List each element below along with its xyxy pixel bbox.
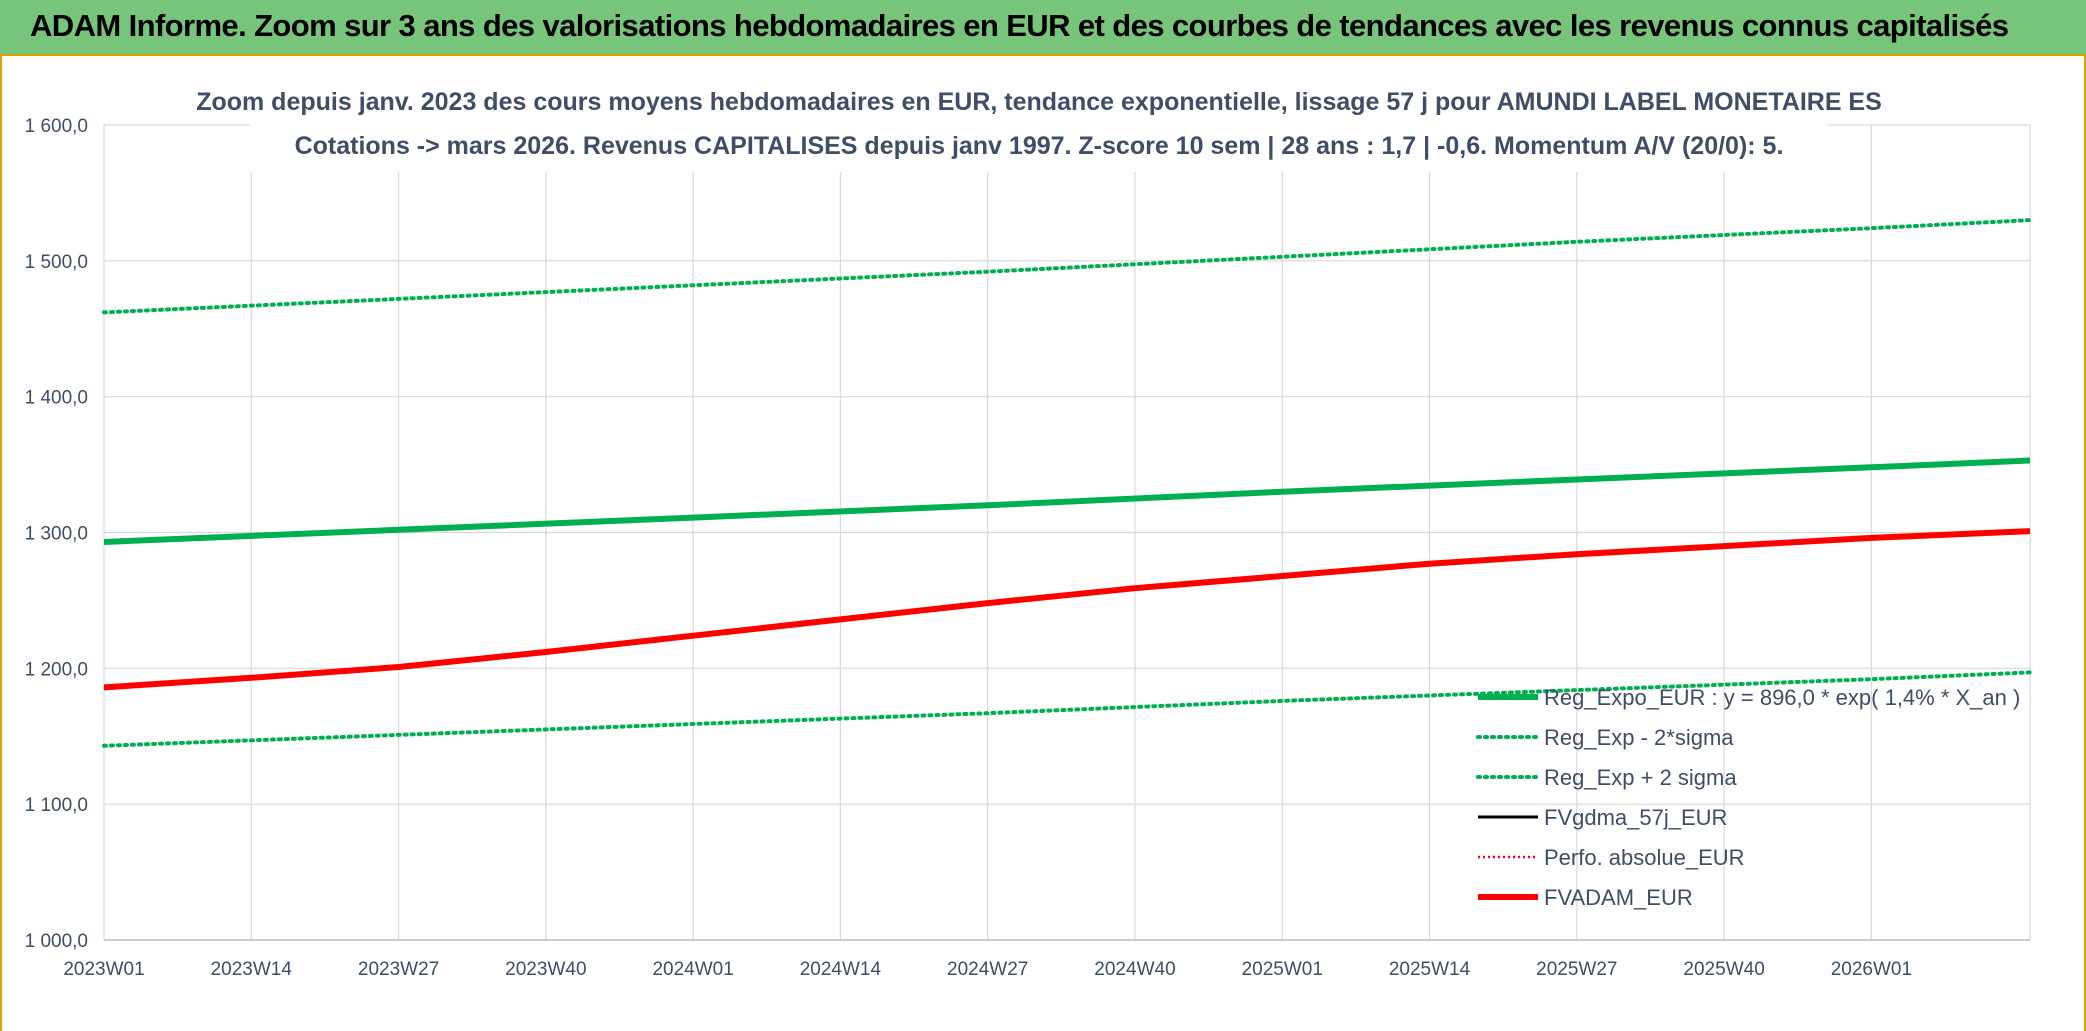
series-line-3 [103,529,2031,689]
chart-frame [0,56,2086,1031]
x-tick-label: 2024W27 [947,959,1028,980]
x-tick-label: 2025W01 [1242,959,1323,980]
x-tick-label: 2024W40 [1094,959,1175,980]
x-tick-label: 2025W14 [1389,959,1471,980]
series-line-5 [103,528,2031,691]
legend-label: FVADAM_EUR [1544,885,1693,910]
x-tick-label: 2023W40 [505,959,586,980]
legend-label: FVgdma_57j_EUR [1544,805,1727,830]
x-tick-label: 2024W14 [800,959,882,980]
x-tick-label: 2025W40 [1683,959,1764,980]
legend-label: Reg_Expo_EUR : y = 896,0 * exp( 1,4% * X… [1544,685,2020,710]
x-tick-label: 2023W14 [211,959,293,980]
series-line-1 [102,670,2032,748]
y-tick-label: 1 500,0 [25,252,88,273]
y-tick-label: 1 400,0 [25,388,88,409]
y-tick-label: 1 100,0 [25,795,88,816]
chart-series [102,218,2032,748]
y-tick-label: 1 000,0 [25,931,88,952]
chart-title: Zoom depuis janv. 2023 des cours moyens … [196,88,1882,116]
title-background [250,80,1828,172]
legend-label: Reg_Exp + 2 sigma [1544,765,1737,790]
series-line-2 [102,218,2032,315]
chart-subtitle: Cotations -> mars 2026. Revenus CAPITALI… [295,132,1784,160]
report-banner: ADAM Informe. Zoom sur 3 ans des valoris… [0,0,2086,56]
report-title: ADAM Informe. Zoom sur 3 ans des valoris… [30,8,2009,43]
series-line-4 [103,529,2031,689]
x-tick-label: 2023W27 [358,959,439,980]
legend-label: Perfo. absolue_EUR [1544,845,1745,870]
legend-label: Reg_Exp - 2*sigma [1544,725,1734,750]
y-tick-label: 1 600,0 [25,116,88,137]
chart-titles: Zoom depuis janv. 2023 des cours moyens … [196,80,1882,172]
x-tick-label: 2024W01 [652,959,733,980]
y-tick-label: 1 200,0 [25,659,88,680]
x-tick-label: 2023W01 [63,959,144,980]
x-axis-tick-labels: 2023W01 2023W14 2023W27 2023W40 2024W01 2024W… [63,959,1912,980]
x-tick-label: 2026W01 [1831,959,1912,980]
y-tick-label: 1 300,0 [25,524,88,545]
series-line-0 [103,457,2031,545]
chart-legend: Reg_Expo_EUR : y = 896,0 * exp( 1,4% * X… [1476,685,2020,910]
y-axis-tick-labels: 1 000,0 1 100,0 1 200,0 1 300,0 1 400,0 1 500… [25,116,88,952]
x-tick-label: 2025W27 [1536,959,1617,980]
